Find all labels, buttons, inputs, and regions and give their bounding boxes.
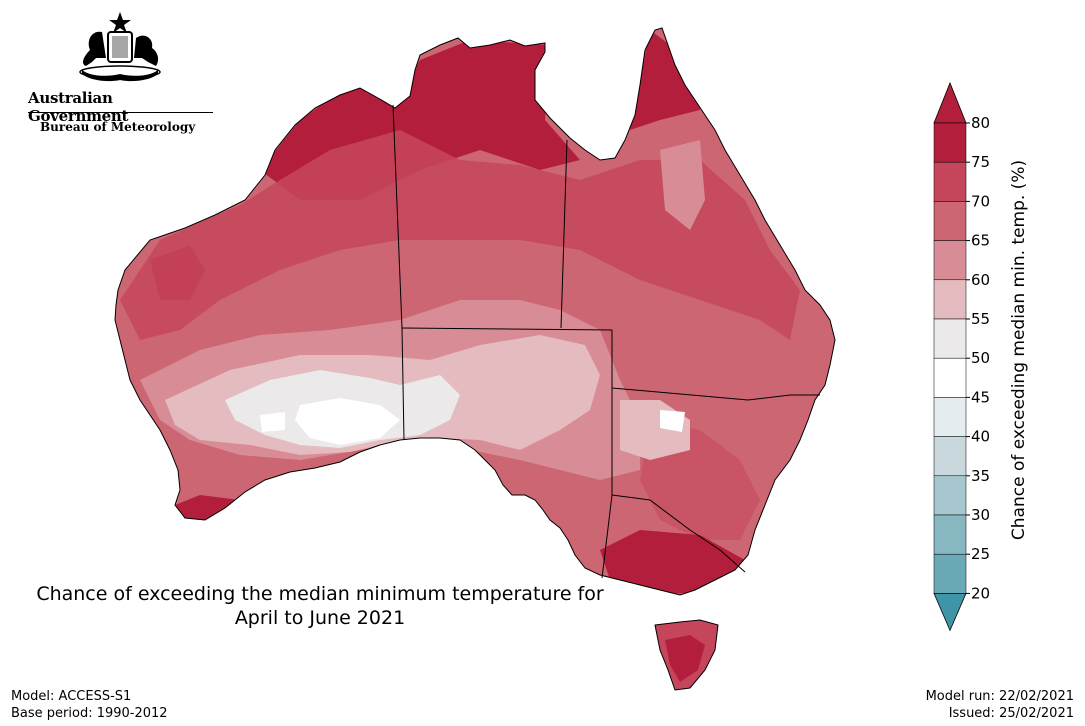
colorbar-tick-label: 50 xyxy=(971,349,990,367)
colorbar-segment xyxy=(933,397,967,437)
colorbar-tick-label: 75 xyxy=(971,153,990,171)
colorbar-tick-label: 35 xyxy=(971,467,990,485)
colorbar-segment xyxy=(933,161,967,202)
logo-divider xyxy=(28,112,213,113)
colorbar-segment xyxy=(933,240,967,281)
colorbar-segment xyxy=(933,357,967,398)
model-name: Model: ACCESS-S1 xyxy=(11,689,132,704)
colorbar-tick-label: 65 xyxy=(971,232,990,250)
coat-of-arms-icon xyxy=(79,12,161,82)
colorbar-extend-low xyxy=(933,593,967,632)
colorbar-extend-high xyxy=(933,81,967,124)
colorbar-tick-label: 30 xyxy=(971,506,990,524)
colorbar-segment xyxy=(933,514,967,555)
footer-left: Model: ACCESS-S1 Base period: 1990-2012 xyxy=(11,688,168,722)
colorbar-segment xyxy=(933,318,967,359)
model-run-date: Model run: 22/02/2021 xyxy=(925,689,1074,704)
colorbar-segment xyxy=(933,201,967,241)
agency-name: Bureau of Meteorology xyxy=(40,120,196,134)
map-title-line2: April to June 2021 xyxy=(234,607,406,629)
colorbar-tick-label: 60 xyxy=(971,271,990,289)
colorbar-segment xyxy=(933,122,967,163)
colorbar-legend: 80 75 70 65 60 55 50 45 40 35 30 25 20 xyxy=(933,81,990,632)
base-period: Base period: 1990-2012 xyxy=(11,706,168,721)
colorbar-tick-label: 55 xyxy=(971,310,990,328)
map-title-line1: Chance of exceeding the median minimum t… xyxy=(36,583,604,605)
colorbar-tick-label: 80 xyxy=(971,114,990,132)
colorbar-label: Chance of exceeding median min. temp. (%… xyxy=(1009,159,1029,541)
map-title: Chance of exceeding the median minimum t… xyxy=(0,582,640,630)
colorbar-segment xyxy=(933,553,967,594)
government-name: Australian Government xyxy=(28,89,129,125)
issued-date: Issued: 25/02/2021 xyxy=(948,706,1074,721)
colorbar-segment xyxy=(933,475,967,516)
colorbar-tick-label: 20 xyxy=(971,584,990,602)
colorbar-tick-label: 40 xyxy=(971,428,990,446)
colorbar-tick-label: 25 xyxy=(971,545,990,563)
colorbar-segment xyxy=(933,279,967,320)
colorbar-tick-label: 70 xyxy=(971,192,990,210)
footer-right: Model run: 22/02/2021 Issued: 25/02/2021 xyxy=(926,688,1074,722)
colorbar-tick-label: 45 xyxy=(971,388,990,406)
colorbar-segment xyxy=(933,436,967,477)
